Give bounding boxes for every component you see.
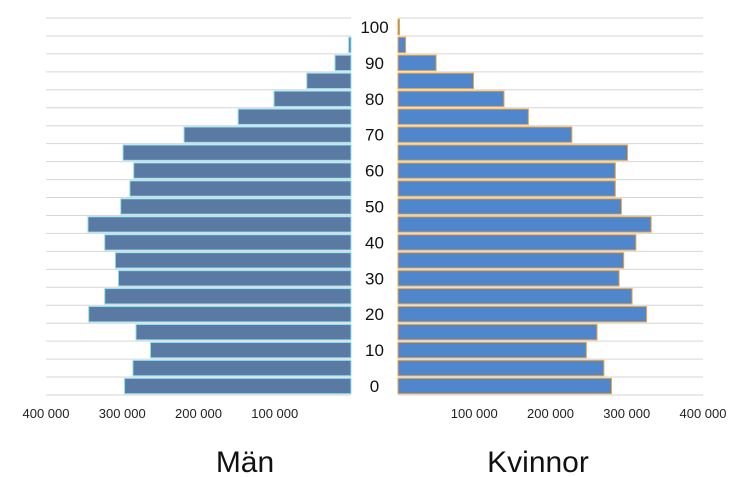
bar-men-35-39: [114, 252, 352, 269]
bar-women-95-99: [397, 36, 407, 54]
bar-men-10-14: [149, 341, 352, 359]
bar-men-25-29: [104, 288, 352, 305]
x-tick-label-right: 300 000: [603, 406, 650, 421]
bar-men-85-89: [306, 72, 352, 90]
bar-men-55-59: [129, 180, 352, 197]
x-tick-label-left: 400 000: [23, 406, 70, 421]
age-tick-label: 90: [365, 54, 384, 73]
bar-women-15-19: [397, 323, 598, 341]
bar-women-90-94: [397, 54, 437, 72]
bar-women-65-69: [397, 144, 629, 161]
bar-women-40-44: [397, 234, 637, 251]
bar-women-25-29: [397, 288, 633, 305]
bar-men-50-54: [120, 198, 352, 215]
age-tick-label: 0: [370, 377, 379, 396]
bar-men-30-34: [117, 270, 352, 287]
age-axis-labels: 0 10 20 30 40 50 60 70 80 90 100: [360, 18, 388, 396]
men-bars: [87, 36, 352, 395]
bar-women-50-54: [397, 198, 622, 215]
bar-women-35-39: [397, 252, 625, 269]
bar-men-75-79: [237, 108, 352, 125]
bar-women-5-9: [397, 359, 605, 377]
bar-men-20-24: [88, 306, 352, 323]
bar-men-15-19: [135, 323, 352, 341]
x-tick-label-right: 100 000: [451, 406, 498, 421]
bar-men-40-44: [104, 234, 352, 251]
bar-men-0-4: [124, 377, 352, 395]
bar-men-5-9: [132, 359, 352, 377]
grid-lines: [46, 17, 703, 396]
x-tick-label-right: 400 000: [680, 406, 727, 421]
bar-women-60-64: [397, 162, 616, 179]
x-axis-tick-labels: 400 000 300 000 200 000 100 000 100 000 200 0…: [23, 406, 727, 421]
x-tick-label-left: 200 000: [175, 406, 222, 421]
bar-men-45-49: [87, 216, 352, 233]
men-series-title: Män: [216, 446, 274, 477]
bar-men-90-94: [334, 54, 352, 72]
bar-women-0-4: [397, 377, 612, 395]
bar-men-65-69: [122, 144, 352, 161]
age-tick-label: 50: [365, 198, 384, 217]
age-tick-label: 20: [365, 305, 384, 324]
bar-women-100+: [397, 18, 401, 36]
age-tick-label: 10: [365, 341, 384, 360]
bar-men-80-84: [273, 90, 352, 107]
x-tick-label-right: 200 000: [527, 406, 574, 421]
bar-women-20-24: [397, 306, 648, 323]
age-tick-label: 60: [365, 162, 384, 181]
bar-women-45-49: [397, 216, 652, 233]
x-tick-label-left: 300 000: [99, 406, 146, 421]
bar-women-75-79: [397, 108, 529, 125]
age-tick-label: 30: [365, 269, 384, 288]
age-tick-label: 70: [365, 126, 384, 145]
age-tick-label: 80: [365, 90, 384, 109]
bar-women-55-59: [397, 180, 616, 197]
x-tick-label-left: 100 000: [251, 406, 298, 421]
age-tick-label: 40: [365, 233, 384, 252]
bar-women-30-34: [397, 270, 620, 287]
bar-women-10-14: [397, 341, 587, 359]
bar-men-70-74: [183, 126, 352, 143]
age-tick-label: 100: [360, 18, 388, 37]
bar-men-95-99: [348, 36, 352, 54]
bar-women-70-74: [397, 126, 573, 143]
women-series-title: Kvinnor: [487, 446, 589, 477]
bar-women-85-89: [397, 72, 474, 90]
bar-men-60-64: [133, 162, 352, 179]
bar-women-80-84: [397, 90, 505, 107]
women-bars: [397, 18, 652, 395]
